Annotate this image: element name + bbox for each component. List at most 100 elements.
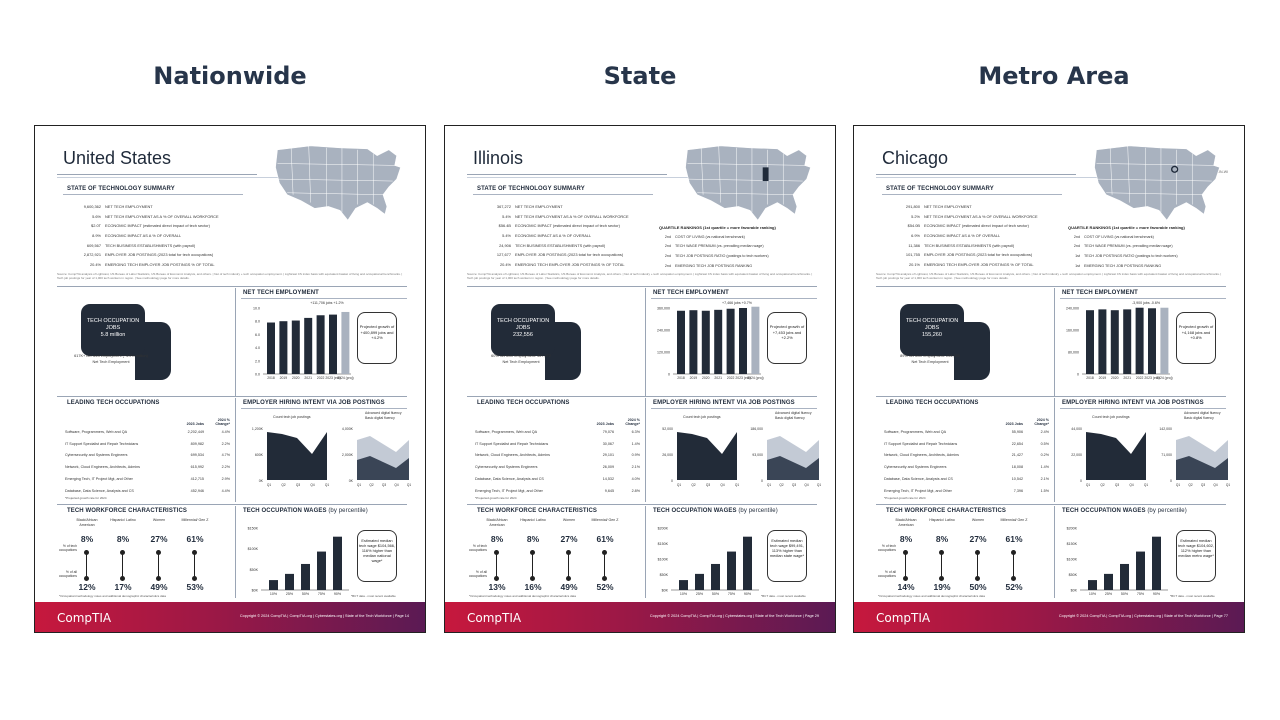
column-divider [235, 398, 236, 502]
wage-percentile-label: 50% [302, 592, 310, 596]
projected-growth-footnote: *Projected growth rate for 2024 [475, 496, 517, 500]
net-axis-tick: 360,000 [657, 307, 670, 311]
wage-bar [301, 563, 310, 590]
column-divider [645, 398, 646, 502]
workforce-stat: Black/African American 8% 13% [479, 518, 515, 600]
net-employment-svg: 10.0 8.0 6.0 4.0 2.0 0.0 +111,706 jobs +1.2% 20… [253, 301, 354, 380]
workforce-stem [496, 552, 497, 578]
wage-bar [727, 551, 736, 590]
wages-footnote: *BCT data - most recent available [761, 594, 806, 598]
net-employment-bar [291, 320, 300, 374]
workforce-dot [939, 550, 944, 555]
wage-axis-tick: $100K [1067, 558, 1078, 562]
workforce-dot [494, 576, 499, 581]
net-year-label: 2018 [267, 376, 275, 380]
workforce-dot [1011, 550, 1016, 555]
wage-axis-tick: $0K [662, 589, 669, 593]
hiring-legend: Advanced digital fluency [1184, 411, 1221, 415]
summary-list: 367,272 NET TECH EMPLOYMENT 5.4% NET TECH E… [475, 202, 655, 269]
occupation-jobs: 7,396 [1013, 488, 1023, 493]
summary-value: 6.9% [911, 233, 920, 239]
net-year-label: 2019 [690, 376, 698, 380]
workforce-dot [192, 576, 197, 581]
net-employment-bar [1160, 307, 1169, 374]
hiring-axis-right: 0 [761, 479, 763, 483]
net-employment-rule [651, 298, 817, 299]
title-divider-secondary [57, 177, 397, 178]
rank-label: EMERGING TECH JOB POSTINGS RANKING [1084, 263, 1162, 268]
net-axis-tick: 6.0 [255, 333, 260, 337]
rank-value: 2nd [664, 253, 671, 258]
occupation-name: Cybersecurity and Systems Engineers [884, 465, 947, 470]
workforce-tech-share: 61% [186, 534, 204, 544]
workforce-all-share: 19% [933, 582, 951, 592]
rank-row: 2nd COST OF LIVING (vs national benchmark… [659, 232, 829, 242]
summary-heading-rule [473, 194, 653, 195]
net-year-label: 2019 [280, 376, 288, 380]
summary-value: 5.2% [911, 213, 920, 219]
hiring-x-label: Q1 [735, 483, 739, 487]
median-wage-box: Estimated median tech wage $104,566, 116… [357, 530, 397, 582]
hiring-legend: Basic digital fluency [775, 416, 805, 420]
table-row: Software, Programmers, Web and QA 2,202,4… [65, 426, 230, 438]
occupation-name: Network, Cloud Engineers, Architects, Ad… [65, 465, 141, 470]
summary-heading: State of Technology Summary [477, 186, 585, 192]
net-employment-svg: 240,000 160,000 80,000 0 -3,900 jobs -0.6% 20… [1066, 301, 1173, 380]
summary-label: EMPLOYER JOB POSTINGS (2023 total for te… [515, 252, 624, 258]
summary-row: 6.9% ECONOMIC IMPACT AS A % OF OVERALL [884, 231, 1064, 241]
workforce-dot [84, 576, 89, 581]
wages-heading-text: Tech Occupation Wages [653, 508, 737, 514]
occupation-jobs: 2,202,449 [187, 429, 204, 434]
net-employment-bar [341, 311, 350, 374]
net-employment-heading: Net Tech Employment [243, 290, 319, 296]
workforce-tech-share: 8% [490, 534, 504, 544]
wage-axis-tick: $100K [248, 547, 259, 551]
hiring-axis-right: 4,000K [342, 427, 354, 431]
summary-row: 24,906 TECH BUSINESS ESTABLISHMENTS (with… [475, 240, 655, 250]
hiring-svg: Count tech job postings Advanced digital … [1071, 411, 1230, 487]
table-row: Network, Cloud Engineers, Architects, Ad… [475, 450, 640, 462]
workforce-tech-share: 8% [116, 534, 130, 544]
hiring-axis-right: 2,000K [342, 453, 354, 457]
report-page-state[interactable]: Illinois State of Technology Summary 367… [444, 125, 836, 633]
hiring-x-label: Q4 [310, 483, 314, 487]
workforce-dot [494, 550, 499, 555]
title-divider [876, 174, 1076, 175]
occ-col-change: 2024 % Change* [215, 418, 230, 426]
report-page-nationwide[interactable]: United States State of Technology Summar… [34, 125, 426, 633]
section-divider [467, 286, 817, 287]
workforce-group-label: Hispanic/ Latino [929, 518, 955, 522]
report-page-metro[interactable]: Chicago Full Tail name = Chicago-Napervi… [853, 125, 1245, 633]
workforce-stem [1013, 552, 1014, 578]
wage-axis-tick: $150K [1067, 542, 1078, 546]
summary-heading-rule [63, 194, 243, 195]
section-divider [467, 396, 817, 397]
hiring-x-label: Q1 [357, 483, 361, 487]
hiring-x-label: Q3 [1201, 483, 1205, 487]
wage-bar [1104, 573, 1113, 590]
hiring-chart: Count tech job postings Advanced digital … [651, 408, 821, 500]
summary-value: $54.0B [907, 223, 920, 229]
rank-list: QUARTILE RANKINGS (1st quartile = more f… [659, 222, 829, 270]
rank-heading: QUARTILE RANKINGS (1st quartile = more f… [659, 224, 776, 230]
workforce-stem [122, 552, 123, 578]
net-employment-chart: 10.0 8.0 6.0 4.0 2.0 0.0 +111,706 jobs +1.2% 20… [241, 298, 354, 388]
wf-side-label-tech: % of tech occupations [58, 544, 77, 552]
workforce-tech-share: 8% [80, 534, 94, 544]
hiring-x-label: Q3 [1115, 483, 1119, 487]
occupation-jobs: 699,534 [190, 453, 204, 458]
table-row: Cybersecurity and Systems Engineers 699,5… [65, 450, 230, 462]
workforce-dot [903, 550, 908, 555]
jobs-callout-label: TECH OCCUPATION JOBS [905, 318, 959, 331]
hiring-x-label: Q1 [767, 483, 771, 487]
net-employment-bar [701, 310, 710, 374]
workforce-stem [158, 552, 159, 578]
net-employment-bar [1110, 310, 1119, 374]
net-year-label: 2020 [1111, 376, 1119, 380]
hiring-axis-left: 0K [259, 479, 264, 483]
workforce-tech-share: 8% [935, 534, 949, 544]
hiring-legend: Advanced digital fluency [365, 411, 402, 415]
summary-label: NET TECH EMPLOYMENT [105, 204, 153, 210]
summary-row: 20.4% EMERGING TECH EMPLOYER JOB POSTINGS… [475, 260, 655, 270]
wage-percentile-label: 25% [1105, 592, 1113, 596]
